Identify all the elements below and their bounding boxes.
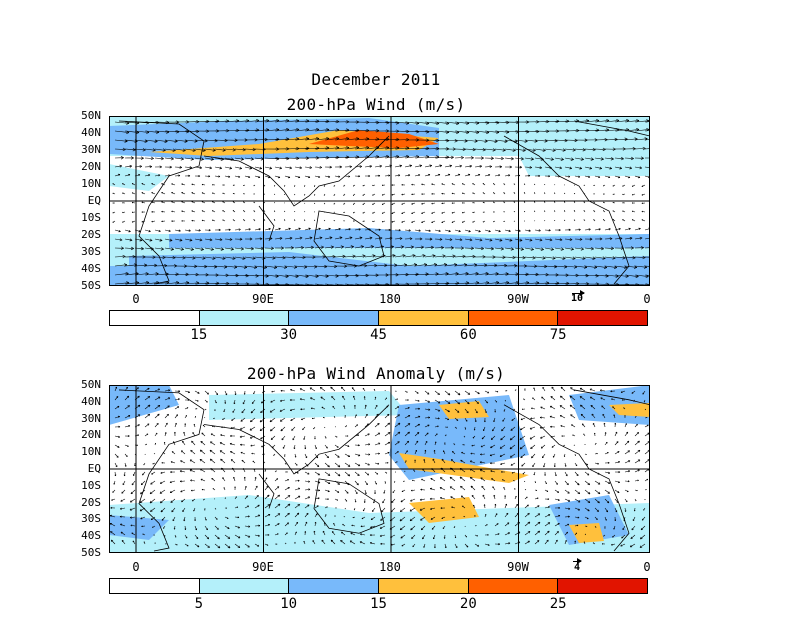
wind-anomaly-map-panel [109, 385, 650, 553]
panel2-reference-arrow-icon [573, 558, 582, 564]
panel1-colorbar-swatch [199, 311, 290, 325]
panel1-lon-label: 90E [252, 292, 274, 306]
panel1-lat-label: 30S [81, 245, 101, 258]
panel2-colorbar-label: 20 [459, 596, 477, 612]
panel2-lat-label: 50N [81, 378, 101, 391]
panel1-colorbar-label: 75 [549, 327, 567, 343]
panel2-lat-label: 40N [81, 394, 101, 408]
panel2-colorbar-swatch [289, 579, 380, 593]
panel1-title: 200-hPa Wind (m/s) [286, 95, 466, 114]
panel1-reference-vector-label: 10 [571, 293, 584, 304]
panel2-colorbar-swatch [110, 579, 200, 593]
panel2-lon-label: 0 [643, 560, 651, 574]
panel2-colorbar [109, 578, 648, 594]
panel1-lat-label: 20S [81, 228, 101, 241]
panel1-lat-label: 10S [81, 211, 101, 224]
panel1-colorbar [109, 310, 648, 326]
panel2-lat-label: 10N [81, 445, 101, 459]
panel2-colorbar-label: 15 [370, 596, 387, 612]
panel1-lon-label: 0 [643, 292, 651, 306]
panel2-lat-label: EQ [87, 462, 101, 475]
panel1-colorbar-swatch [468, 311, 559, 325]
wind-map-panel [109, 116, 650, 286]
panel1-colorbar-swatch [289, 311, 380, 325]
figure-title: December 2011 [311, 70, 441, 89]
panel1-lon-label: 90W [507, 292, 529, 306]
panel1-lon-label: 180 [379, 292, 401, 306]
panel2-lat-label: 10S [81, 478, 101, 492]
panel2-colorbar-swatch [558, 579, 648, 593]
panel1-colorbar-swatch [110, 311, 200, 325]
panel2-colorbar-label: 10 [280, 596, 298, 612]
panel2-reference-vector-label: 4 [574, 562, 581, 573]
panel1-lat-label: 40N [81, 126, 101, 139]
panel2-colorbar-label: 25 [549, 596, 567, 612]
panel1-lat-label: EQ [87, 194, 101, 207]
panel1-lon-label: 0 [132, 292, 140, 306]
panel1-lat-label: 40S [81, 262, 101, 275]
panel2-colorbar-swatch [199, 579, 290, 593]
panel1-reference-arrow-icon [572, 290, 585, 296]
panel2-lon-label: 90E [252, 560, 274, 574]
panel2-colorbar-swatch [379, 579, 469, 593]
panel2-lat-label: 50S [81, 546, 101, 559]
panel2-lat-label: 30S [81, 512, 101, 526]
panel2-lon-label: 0 [132, 560, 140, 574]
panel1-colorbar-label: 45 [370, 327, 387, 343]
panel1-lat-label: 50N [81, 109, 101, 122]
panel2-lat-label: 20S [81, 495, 101, 509]
panel2-lon-label: 180 [379, 560, 401, 574]
panel1-colorbar-label: 60 [459, 327, 477, 343]
panel2-lat-label: 40S [81, 529, 101, 543]
panel1-colorbar-label: 15 [190, 327, 208, 343]
panel2-lon-label: 90W [507, 560, 529, 574]
panel2-lat-label: 30N [81, 411, 101, 425]
panel1-lat-label: 30N [81, 143, 101, 156]
panel2-colorbar-label: 5 [194, 596, 204, 612]
panel2-lat-label: 20N [81, 428, 101, 442]
panel1-colorbar-swatch [379, 311, 469, 325]
panel1-colorbar-label: 30 [280, 327, 298, 343]
panel1-lat-label: 10N [81, 177, 101, 190]
panel1-lat-label: 20N [81, 160, 101, 173]
panel1-lat-label: 50S [81, 279, 101, 292]
panel2-colorbar-swatch [468, 579, 559, 593]
panel2-title: 200-hPa Wind Anomaly (m/s) [246, 364, 506, 383]
panel1-colorbar-swatch [558, 311, 648, 325]
